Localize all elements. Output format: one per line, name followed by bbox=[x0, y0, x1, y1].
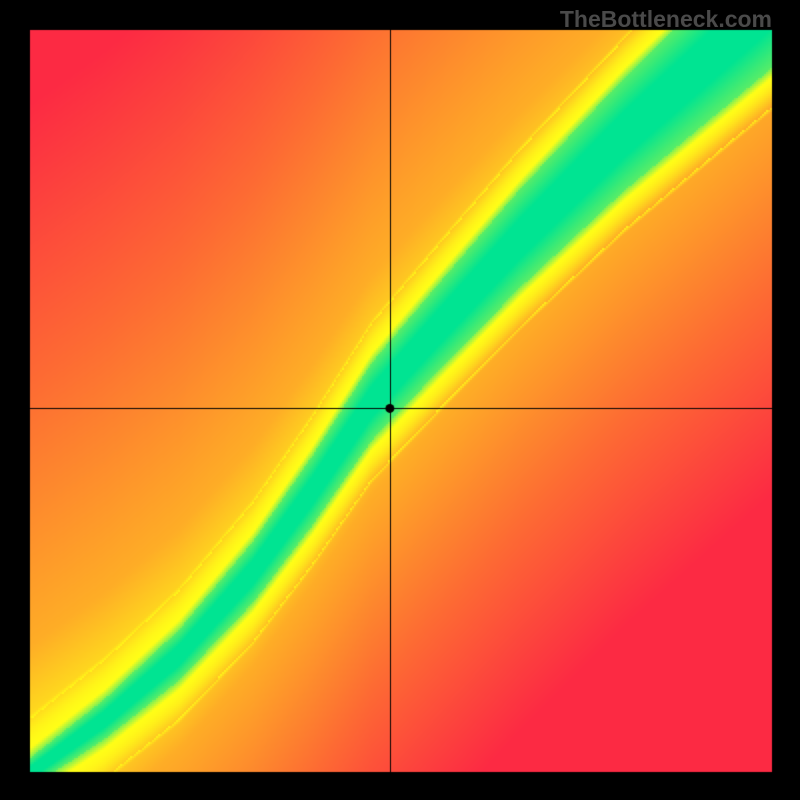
watermark-text: TheBottleneck.com bbox=[560, 6, 772, 33]
bottleneck-heatmap bbox=[0, 0, 800, 800]
